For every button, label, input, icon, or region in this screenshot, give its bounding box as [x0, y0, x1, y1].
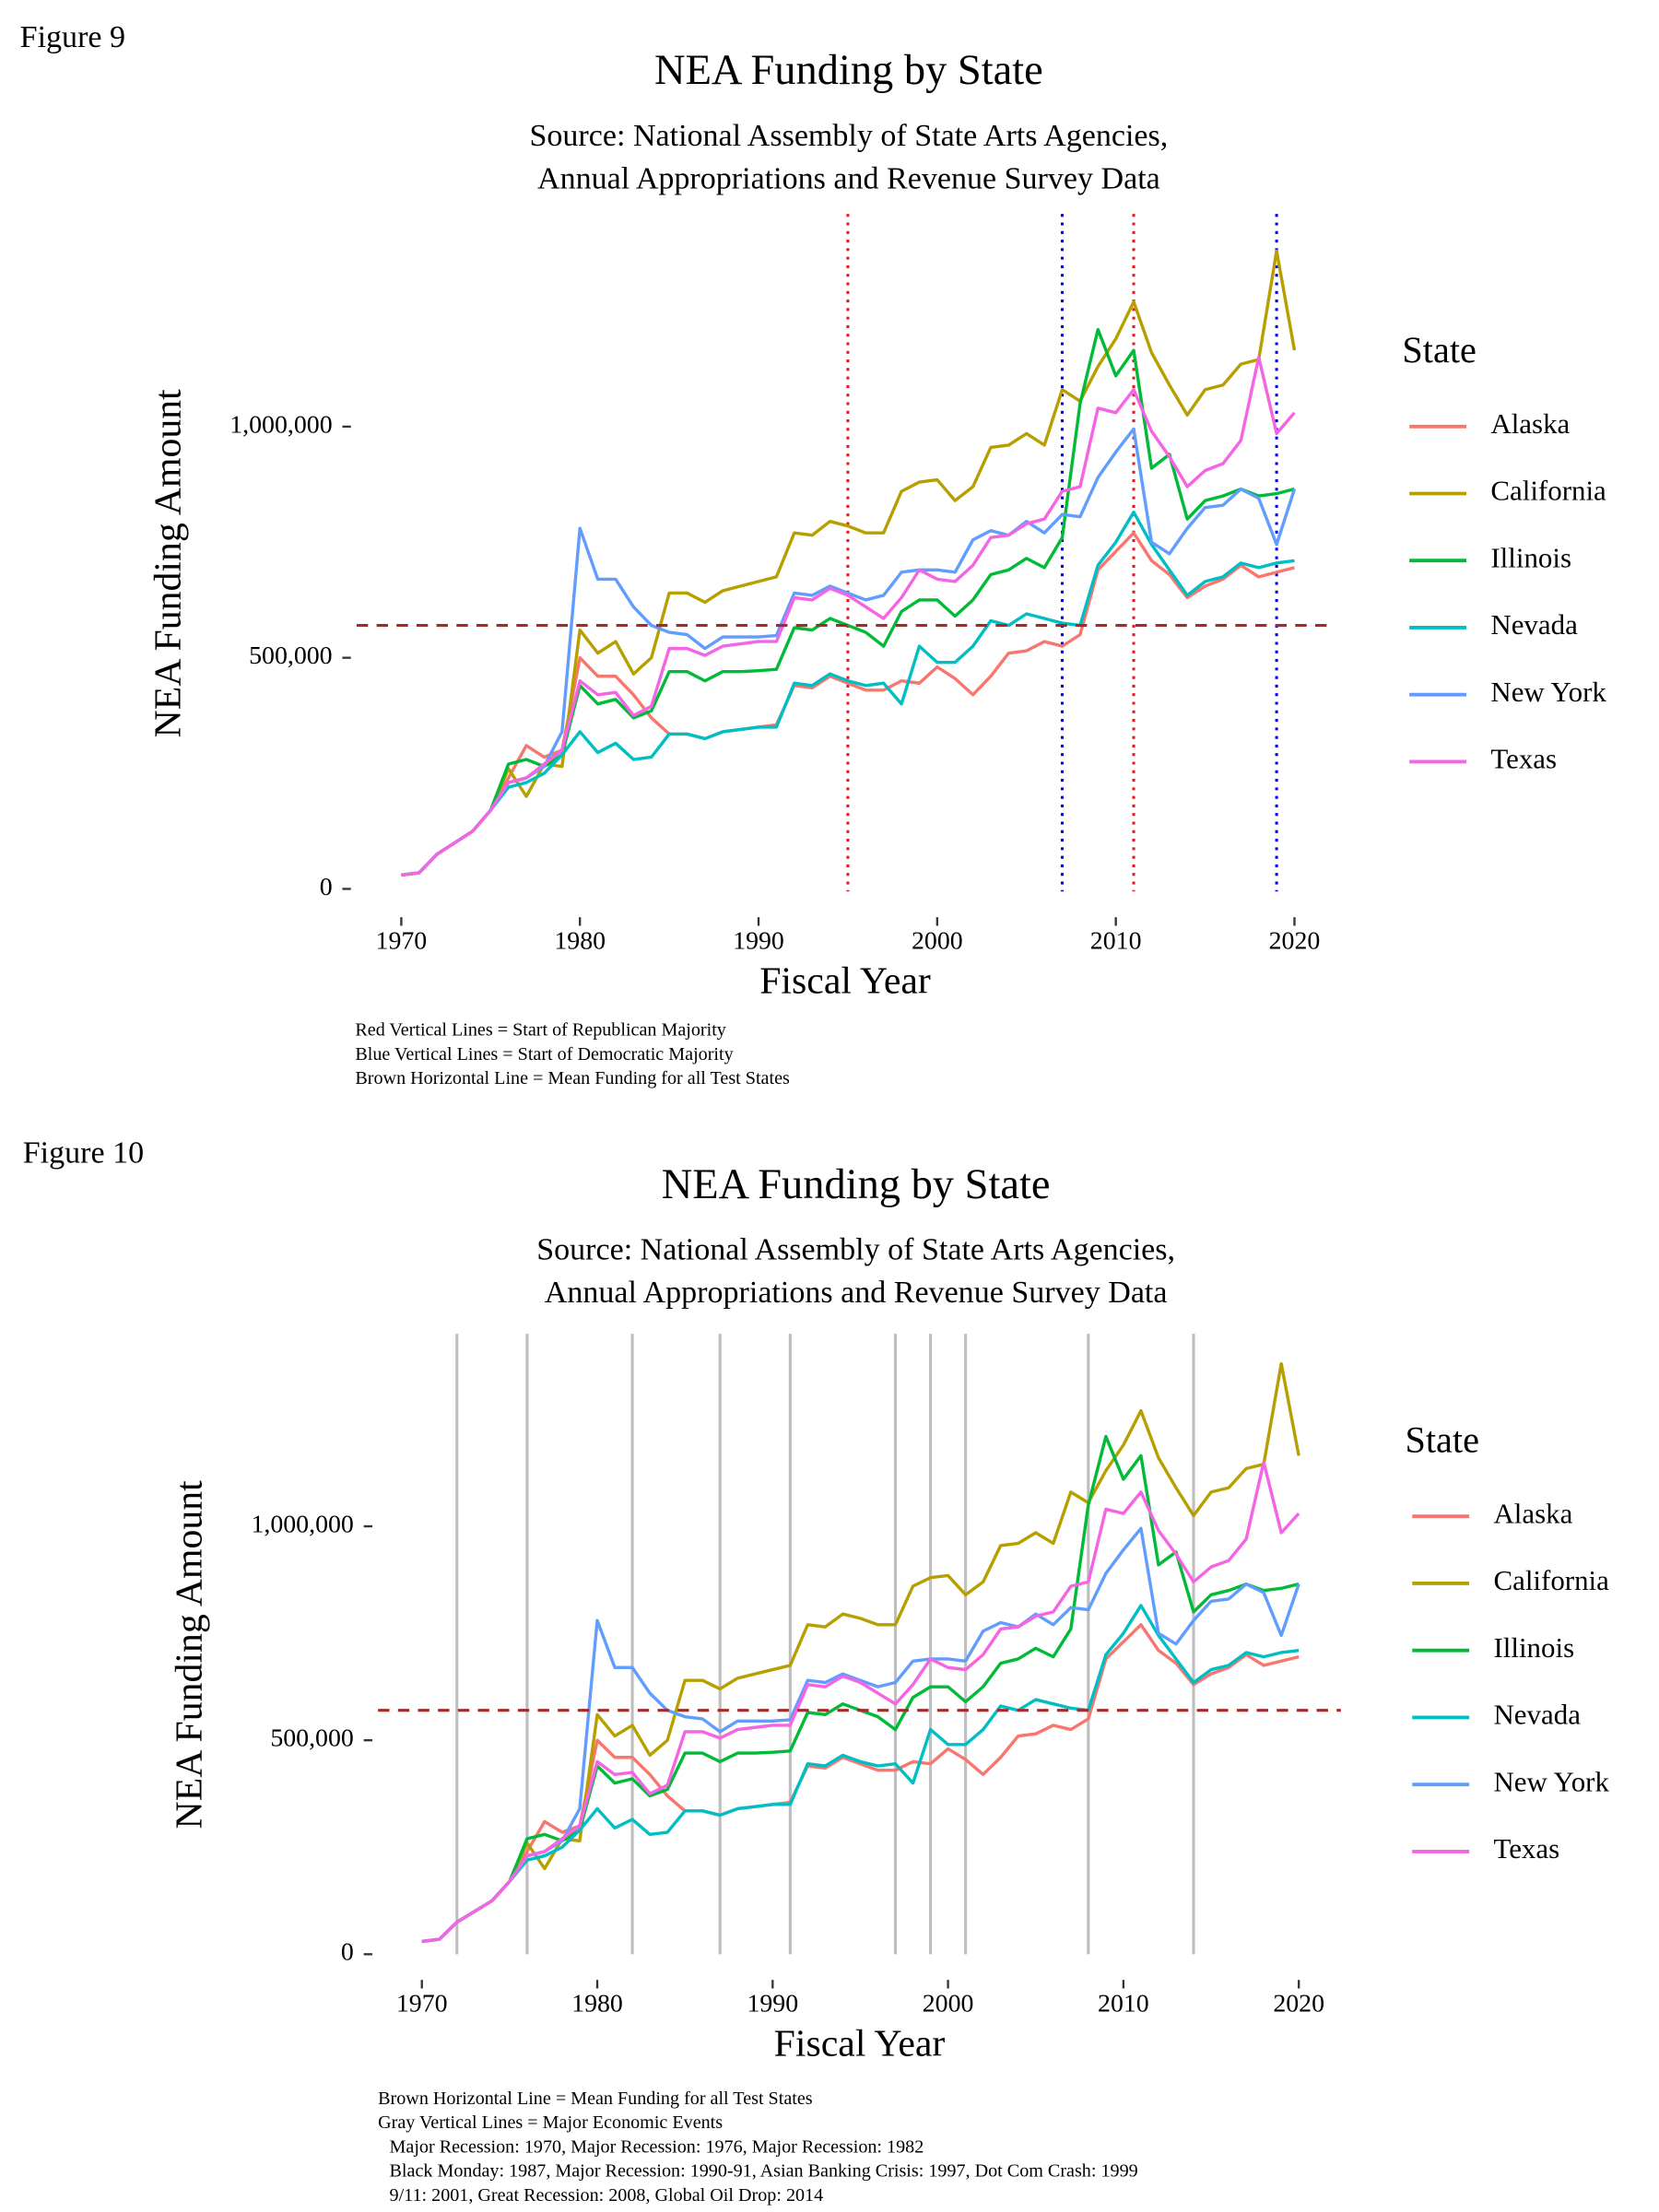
x-tick-label: 2000 [912, 926, 963, 955]
x-tick-label: 1990 [733, 926, 784, 955]
x-axis-title: Fiscal Year [759, 959, 931, 1002]
legend-label: New York [1493, 1765, 1609, 1797]
footnote: Brown Horizontal Line = Mean Funding for… [378, 2088, 813, 2109]
chart-subtitle: Annual Appropriations and Revenue Survey… [537, 161, 1160, 195]
series-line [421, 1604, 1300, 1944]
y-tick-label: 1,000,000 [229, 410, 332, 439]
legend-label: California [1493, 1564, 1609, 1596]
legend-label: Nevada [1490, 608, 1578, 641]
series-line [421, 1460, 1300, 1944]
chart-title: NEA Funding by State [662, 1161, 1051, 1208]
series-line [401, 510, 1295, 877]
footnote: 9/11: 2001, Great Recession: 2008, Globa… [390, 2185, 824, 2206]
y-tick-label: 1,000,000 [251, 1510, 353, 1538]
y-tick-label: 0 [320, 873, 333, 901]
legend-label: Texas [1490, 743, 1557, 775]
legend-label: Texas [1493, 1832, 1559, 1865]
x-tick-label: 2010 [1098, 1989, 1149, 2018]
x-axis-title: Fiscal Year [774, 2023, 946, 2065]
footnote: Black Monday: 1987, Major Recession: 199… [390, 2161, 1138, 2182]
series-line [401, 249, 1297, 877]
x-tick-label: 2000 [923, 1989, 974, 2018]
chart-subtitle: Source: National Assembly of State Arts … [536, 1233, 1175, 1267]
x-tick-label: 1970 [376, 926, 428, 955]
figure-label: Figure 10 [23, 1135, 144, 1170]
footnote: Blue Vertical Lines = Start of Democrati… [355, 1044, 733, 1065]
y-axis-title: NEA Funding Amount [147, 389, 189, 738]
footnote: Gray Vertical Lines = Major Economic Eve… [378, 2112, 723, 2133]
y-tick-label: 500,000 [270, 1724, 354, 1753]
legend-title: State [1406, 1418, 1479, 1460]
chart-title: NEA Funding by State [654, 47, 1043, 94]
x-tick-label: 2020 [1273, 1989, 1324, 2018]
figure-label: Figure 9 [20, 20, 125, 54]
legend-title: State [1402, 329, 1476, 371]
legend-label: Illinois [1493, 1631, 1574, 1664]
x-tick-label: 1980 [571, 1989, 623, 2018]
series-line [401, 427, 1297, 877]
x-tick-label: 2010 [1090, 926, 1142, 955]
x-tick-label: 1970 [396, 1989, 448, 2018]
chart-subtitle: Annual Appropriations and Revenue Survey… [545, 1276, 1168, 1310]
legend-label: Illinois [1490, 541, 1571, 573]
legend-label: Nevada [1493, 1699, 1581, 1731]
chart-subtitle: Source: National Assembly of State Arts … [529, 119, 1168, 153]
x-tick-label: 2020 [1269, 926, 1321, 955]
footnote: Major Recession: 1970, Major Recession: … [390, 2136, 924, 2157]
legend-label: New York [1490, 676, 1606, 708]
footnote: Brown Horizontal Line = Mean Funding for… [355, 1068, 790, 1088]
legend-label: Alaska [1493, 1497, 1572, 1529]
legend-label: California [1490, 475, 1606, 507]
series-line [401, 355, 1296, 877]
y-tick-label: 500,000 [249, 641, 333, 670]
y-tick-label: 0 [341, 1938, 354, 1967]
series-line [421, 1526, 1300, 1944]
x-tick-label: 1980 [554, 926, 606, 955]
y-axis-title: NEA Funding Amount [169, 1480, 211, 1830]
series-line [401, 327, 1295, 877]
footnote: Red Vertical Lines = Start of Republican… [355, 1020, 725, 1041]
legend-label: Alaska [1490, 407, 1570, 440]
x-tick-label: 1990 [747, 1989, 798, 2018]
